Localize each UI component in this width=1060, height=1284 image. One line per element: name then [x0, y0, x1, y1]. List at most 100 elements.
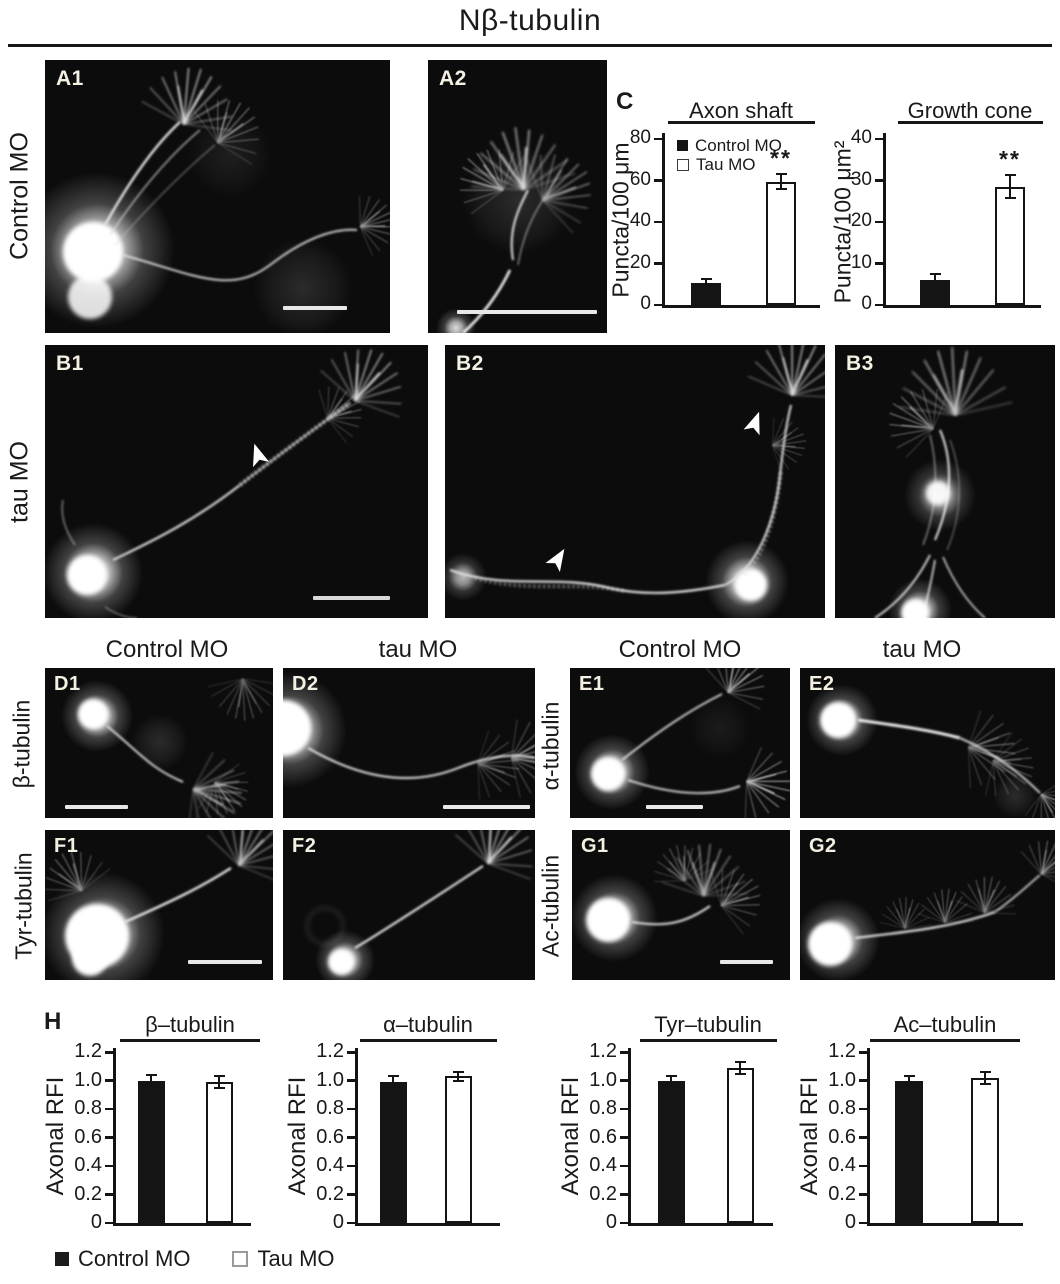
- error-bar-cap: [700, 278, 712, 281]
- micrograph-e1: E1: [570, 668, 790, 818]
- micrograph-b3: B3: [835, 345, 1055, 618]
- panel-label-b3: B3: [846, 352, 874, 375]
- error-bar-cap: [1004, 197, 1016, 200]
- panel-label-d1: D1: [54, 673, 81, 695]
- tyr-tubulin-chart: 0 0.2 0.4 0.6 0.8 1.0 1.2: [589, 1041, 773, 1232]
- y-axis-tick: [620, 1164, 628, 1168]
- y-axis-tick-label: 0.4: [828, 1154, 856, 1177]
- y-axis-tick: [875, 262, 883, 265]
- arrowhead-icon: [545, 544, 572, 572]
- error-bar: [457, 1072, 459, 1081]
- y-axis-tick-label: 0: [332, 1211, 344, 1233]
- error-bar-cap: [903, 1074, 915, 1077]
- error-bar-cap: [452, 1071, 464, 1074]
- micrograph-e2: E2: [800, 668, 1055, 818]
- y-axis-tick: [654, 220, 662, 224]
- y-axis-tick-label: 1.0: [589, 1068, 617, 1091]
- axon-shaft-chart: 0 20 40 60 80 ** Control MO Tau MO: [630, 128, 820, 314]
- error-bar-cap: [387, 1075, 399, 1078]
- y-axis-tick: [620, 1136, 628, 1139]
- row-a-label: Control MO: [5, 132, 34, 260]
- y-axis-tick: [620, 1193, 628, 1196]
- y-axis-tick-label: 0.8: [589, 1097, 617, 1120]
- ac-tubulin-title-underline: [870, 1039, 1020, 1042]
- error-bar-cap: [213, 1075, 225, 1078]
- control-mo-swatch-icon: [55, 1252, 69, 1266]
- side-label-beta-tubulin: β-tubulin: [8, 699, 35, 789]
- error-bar-cap: [979, 1082, 991, 1085]
- panel-label-e1: E1: [579, 673, 605, 695]
- bar-tau-mo: [766, 181, 796, 305]
- y-axis-tick: [875, 179, 883, 182]
- error-bar: [392, 1076, 394, 1088]
- section-label-c: C: [616, 88, 634, 115]
- growth-cone-chart: 0 10 20 30 40 **: [851, 128, 1041, 314]
- micrograph-b1: B1: [45, 345, 428, 618]
- bar-control-mo: [137, 1080, 165, 1223]
- y-axis-tick-label: 0: [844, 1211, 856, 1233]
- ac-tubulin-chart-title: Ac–tubulin: [893, 1012, 997, 1037]
- bottom-legend-control-label: Control MO: [78, 1246, 191, 1271]
- y-axis-tick-label: 0.2: [316, 1182, 344, 1205]
- chart-legend-row: Tau MO: [677, 155, 782, 174]
- y-axis-tick: [105, 1193, 113, 1196]
- scale-bar: [457, 310, 597, 314]
- column-header-control-mo-right: Control MO: [618, 636, 742, 663]
- y-axis-tick: [654, 137, 662, 141]
- error-bar-cap: [734, 1060, 746, 1063]
- ac-tubulin-chart: 0 0.2 0.4 0.6 0.8 1.0 1.2: [828, 1041, 1023, 1232]
- y-axis-tick-label: 0.4: [74, 1154, 102, 1177]
- tyr-tubulin-chart-title: Tyr–tubulin: [654, 1012, 762, 1037]
- y-axis-tick: [347, 1107, 355, 1111]
- scale-bar: [443, 805, 530, 809]
- side-label-ac-tubulin: Ac-tubulin: [537, 854, 564, 958]
- growth-cone-title-underline: [898, 121, 1043, 124]
- growth-cone-chart-title: Growth cone: [907, 98, 1033, 123]
- y-axis-tick: [654, 303, 662, 307]
- error-bar: [150, 1075, 152, 1087]
- scale-bar: [65, 805, 128, 809]
- micrograph-a2: A2: [428, 60, 607, 333]
- y-axis-tick: [859, 1221, 867, 1225]
- panel-label-b1: B1: [56, 352, 84, 375]
- panel-label-a1: A1: [56, 67, 84, 90]
- y-axis-tick: [620, 1107, 628, 1111]
- y-axis-tick-label: 0.4: [316, 1154, 344, 1177]
- y-axis-tick: [859, 1051, 867, 1054]
- error-bar: [705, 279, 707, 288]
- axon-shaft-chart-title: Axon shaft: [689, 98, 793, 123]
- panel-label-g1: G1: [581, 835, 609, 857]
- error-bar-cap: [775, 173, 787, 176]
- error-bar-cap: [665, 1084, 677, 1087]
- y-axis-tick-label: 0: [861, 293, 872, 314]
- section-label-h: H: [44, 1008, 62, 1035]
- y-axis-tick: [859, 1193, 867, 1196]
- y-axis-tick-label: 0.2: [828, 1182, 856, 1205]
- y-axis-tick-label: 60: [629, 168, 651, 190]
- y-axis-tick-label: 0.8: [828, 1097, 856, 1120]
- alpha-tubulin-chart: 0 0.2 0.4 0.6 0.8 1.0 1.2: [316, 1041, 500, 1232]
- y-axis-tick-label: 0.6: [828, 1125, 856, 1148]
- y-axis-tick: [620, 1079, 628, 1082]
- y-axis-tick: [347, 1079, 355, 1082]
- bar-control-mo: [379, 1082, 407, 1223]
- chart-legend-label: Tau MO: [696, 154, 756, 174]
- error-bar-cap: [775, 187, 787, 190]
- error-bar-cap: [665, 1074, 677, 1077]
- scale-bar: [313, 596, 390, 600]
- beta-tubulin-chart-title: β–tubulin: [145, 1012, 235, 1037]
- y-axis-tick: [347, 1221, 355, 1225]
- error-bar-cap: [903, 1084, 915, 1087]
- y-axis-tick-label: 0.4: [589, 1154, 617, 1177]
- bar-tau-mo: [971, 1077, 999, 1223]
- row-b-label: tau MO: [5, 441, 34, 523]
- y-axis-tick-label: 1.2: [828, 1040, 856, 1063]
- panel-label-f1: F1: [54, 835, 79, 857]
- bottom-legend: Control MO Tau MO: [55, 1246, 335, 1272]
- y-axis-tick: [875, 137, 883, 141]
- panel-label-f2: F2: [292, 835, 317, 857]
- y-axis-tick: [105, 1136, 113, 1139]
- micrograph-a1: A1: [45, 60, 390, 333]
- y-axis-tick: [654, 262, 662, 265]
